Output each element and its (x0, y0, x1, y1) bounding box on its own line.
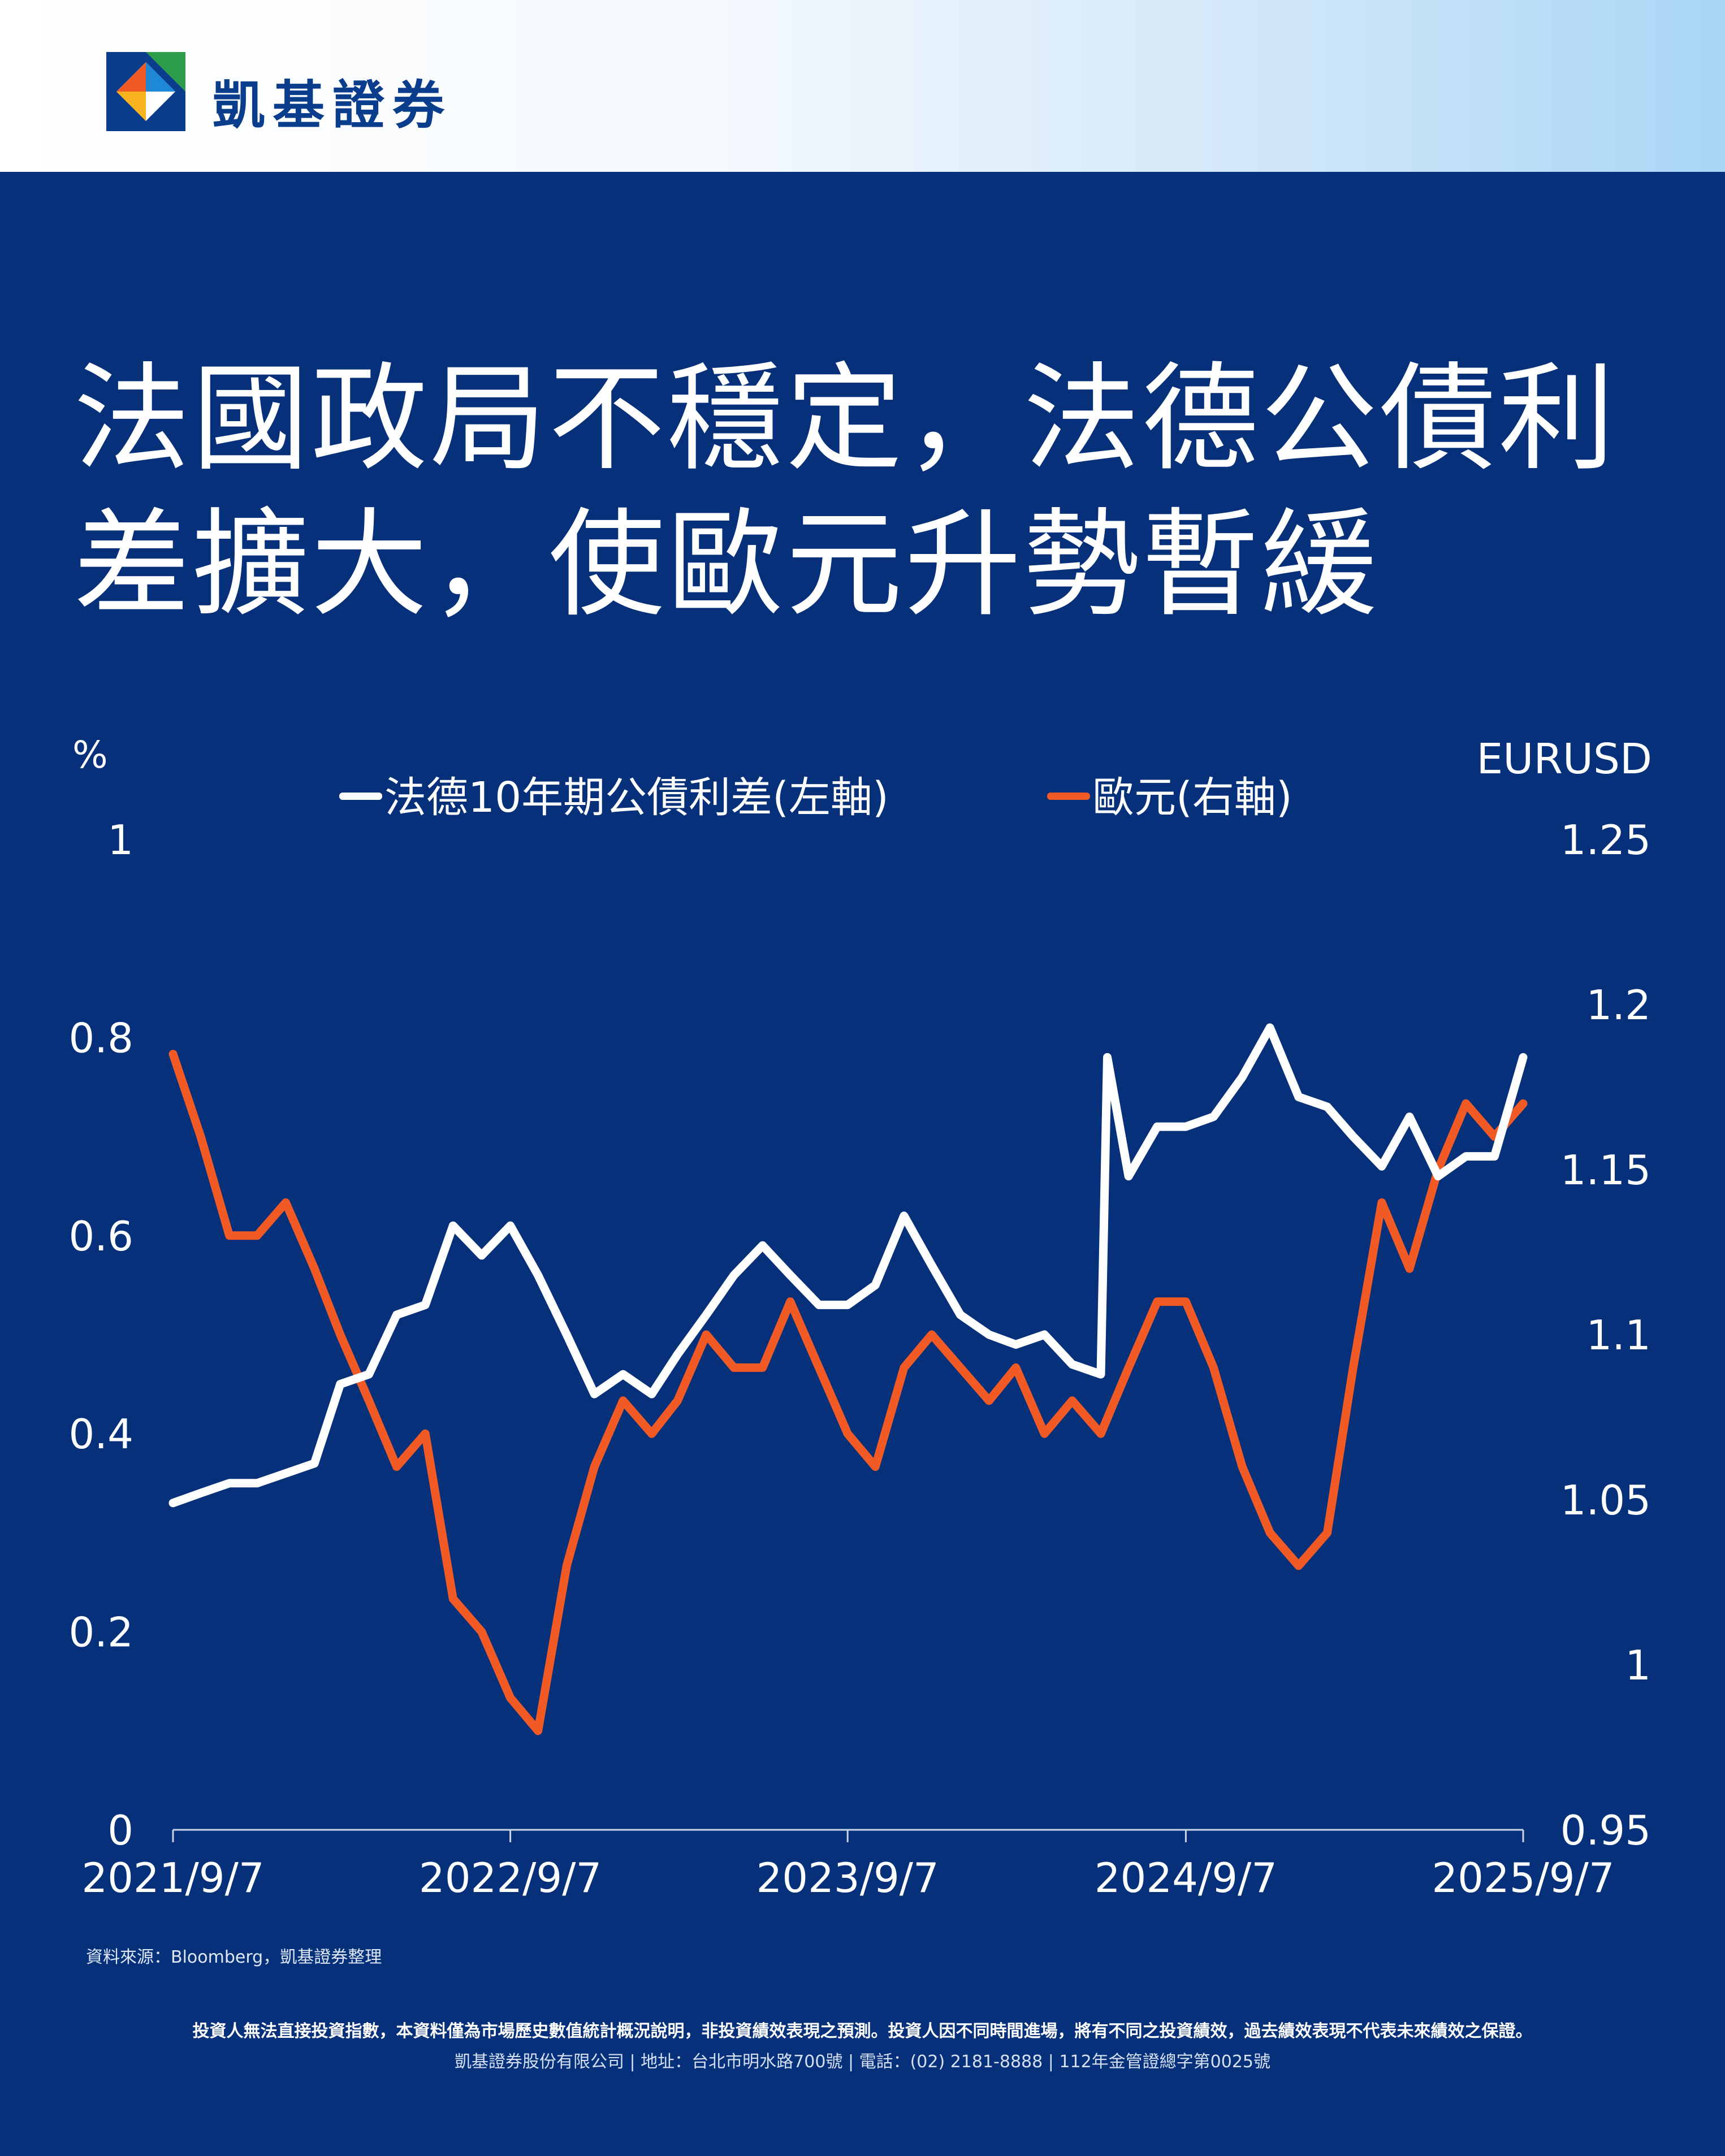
right-tick-label: 1.25 (1560, 816, 1651, 864)
left-tick-label: 0.8 (68, 1014, 133, 1062)
disclaimer-text: 投資人無法直接投資指數，本資料僅為市場歷史數值統計概況說明，非投資績效表現之預測… (192, 2021, 1533, 2041)
legend-swatch-eurusd (1047, 793, 1090, 800)
left-tick-label: 0.4 (68, 1410, 133, 1458)
right-tick-label: 1.1 (1586, 1311, 1651, 1359)
left-tick-label: 0 (107, 1807, 133, 1854)
x-tick-label: 2022/9/7 (419, 1854, 602, 1902)
title-line-2: 差擴大，使歐元升勢暫緩 (74, 497, 1380, 633)
brand-name: 凱基證券 (213, 75, 453, 136)
right-tick-label: 1.15 (1560, 1146, 1651, 1194)
right-axis-ticks: 0.95 1 1.05 1.1 1.15 1.2 1.25 (1560, 816, 1651, 1854)
right-tick-label: 1 (1625, 1642, 1651, 1689)
right-axis-unit-label: EURUSD (1477, 735, 1652, 783)
title-line-1: 法國政局不穩定，法德公債利 (74, 351, 1618, 487)
left-axis-ticks: 0 0.2 0.4 0.6 0.8 1 (68, 816, 133, 1854)
series-layer (168, 1023, 1528, 1735)
series-line-spread (168, 1023, 1528, 1508)
legend-swatch-spread (339, 793, 382, 800)
x-tick-label: 2021/9/7 (81, 1854, 264, 1902)
company-info: 凱基證券股份有限公司 | 地址：台北市明水路700號 | 電話：(02) 218… (454, 2052, 1271, 2072)
legend-label-spread: 法德10年期公債利差(左軸) (384, 773, 889, 822)
x-tick-label: 2024/9/7 (1095, 1854, 1277, 1902)
left-axis-unit-label: % (72, 733, 108, 777)
left-tick-label: 0.6 (68, 1213, 133, 1260)
x-tick-label: 2025/9/7 (1432, 1854, 1614, 1902)
spread-eurusd-line-chart: % EURUSD 法德10年期公債利差(左軸) 歐元(右軸) 0 0.2 0.4 0.… (68, 733, 1652, 1902)
right-tick-label: 0.95 (1560, 1807, 1651, 1854)
legend-label-eurusd: 歐元(右軸) (1092, 773, 1292, 822)
right-tick-label: 1.2 (1586, 981, 1651, 1029)
x-axis-ticks: 2021/9/7 2022/9/7 2023/9/7 2024/9/7 2025/9/7 (81, 1830, 1615, 1902)
series-line-eurusd (168, 1050, 1528, 1735)
x-tick-label: 2023/9/7 (756, 1854, 939, 1902)
page-title: 法國政局不穩定，法德公債利 差擴大，使歐元升勢暫緩 (74, 346, 1657, 638)
header-banner: 凱基證券 (0, 0, 1725, 172)
left-tick-label: 1 (107, 816, 133, 864)
brand-logo-icon (106, 52, 185, 131)
right-tick-label: 1.05 (1560, 1477, 1651, 1524)
source-note: 資料來源：Bloomberg，凱基證券整理 (86, 1947, 382, 1967)
left-tick-label: 0.2 (68, 1609, 133, 1656)
